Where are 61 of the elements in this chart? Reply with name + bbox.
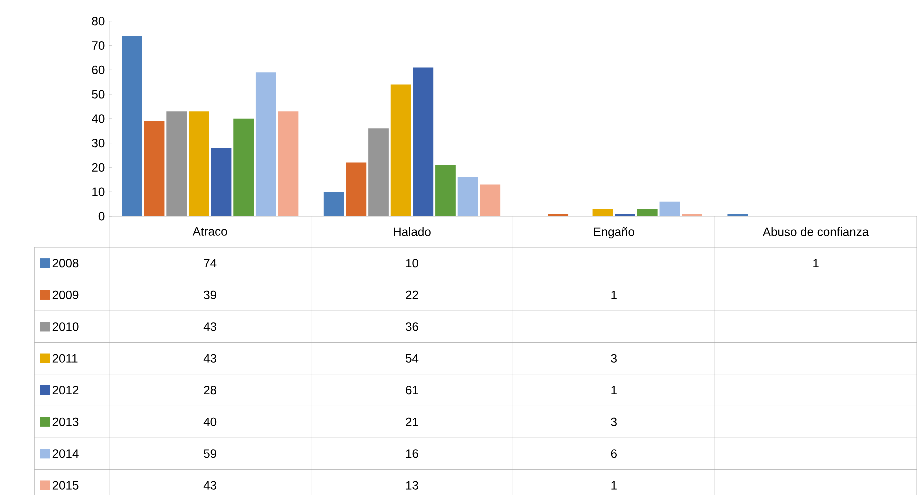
bar [278,112,299,216]
x-tick-label: Atraco [192,227,228,236]
bar [458,177,478,216]
data-label: 74 [204,259,217,268]
bar [211,148,232,216]
data-label: 59 [204,450,216,458]
y-tick-label: 70 [92,41,105,50]
data-label: 1 [814,259,819,268]
y-tick-label: 40 [92,114,105,124]
bar [234,118,254,216]
y-tick-label: 20 [92,163,105,172]
data-label: 3 [611,418,617,426]
bar [324,192,344,216]
bar [256,72,276,216]
bar [592,209,614,216]
y-tick-label: 0 [98,212,105,221]
bar [637,209,658,216]
data-label: 36 [406,322,418,332]
bar [480,184,501,216]
data-label: 54 [406,354,419,363]
data-label: 10 [406,259,418,268]
bar [390,84,412,216]
bar [188,112,210,216]
legend-label: 2011 [52,354,78,363]
data-label: 61 [406,386,418,395]
y-tick-label: 80 [92,17,105,26]
legend-label: 2013 [52,418,79,426]
bar [346,162,367,216]
data-label: 43 [204,354,217,363]
data-label: 1 [612,386,617,394]
x-tick-label: Abuso de confianza [762,227,870,236]
data-label: 40 [204,418,217,426]
legend-label: 2012 [52,386,79,395]
legend-label: 2015 [52,481,79,490]
data-label: 1 [612,481,617,490]
legend-label: 2008 [52,259,79,268]
y-tick-label: 10 [92,188,105,196]
legend-label: 2014 [52,450,79,458]
x-tick-label: Halado [394,227,431,236]
data-label: 16 [406,450,418,458]
bar [413,68,434,216]
legend-label: 2009 [52,290,79,300]
data-label: 22 [406,290,418,300]
data-label: 21 [406,418,418,426]
data-label: 28 [204,386,217,395]
bar [122,36,142,216]
y-tick-label: 50 [92,90,105,99]
bar [144,121,165,216]
y-tick-label: 30 [92,139,105,148]
data-label: 43 [204,481,217,490]
data-label: 1 [612,290,617,300]
x-tick-label: Engaño [594,227,634,239]
data-label: 6 [611,450,617,458]
bar [436,165,456,216]
data-label: 39 [204,290,216,300]
data-label: 43 [204,322,217,332]
bar [660,202,680,216]
legend-label: 2010 [52,322,79,332]
data-label: 3 [611,354,617,363]
data-label: 13 [406,481,418,490]
y-tick-label: 60 [92,66,105,74]
